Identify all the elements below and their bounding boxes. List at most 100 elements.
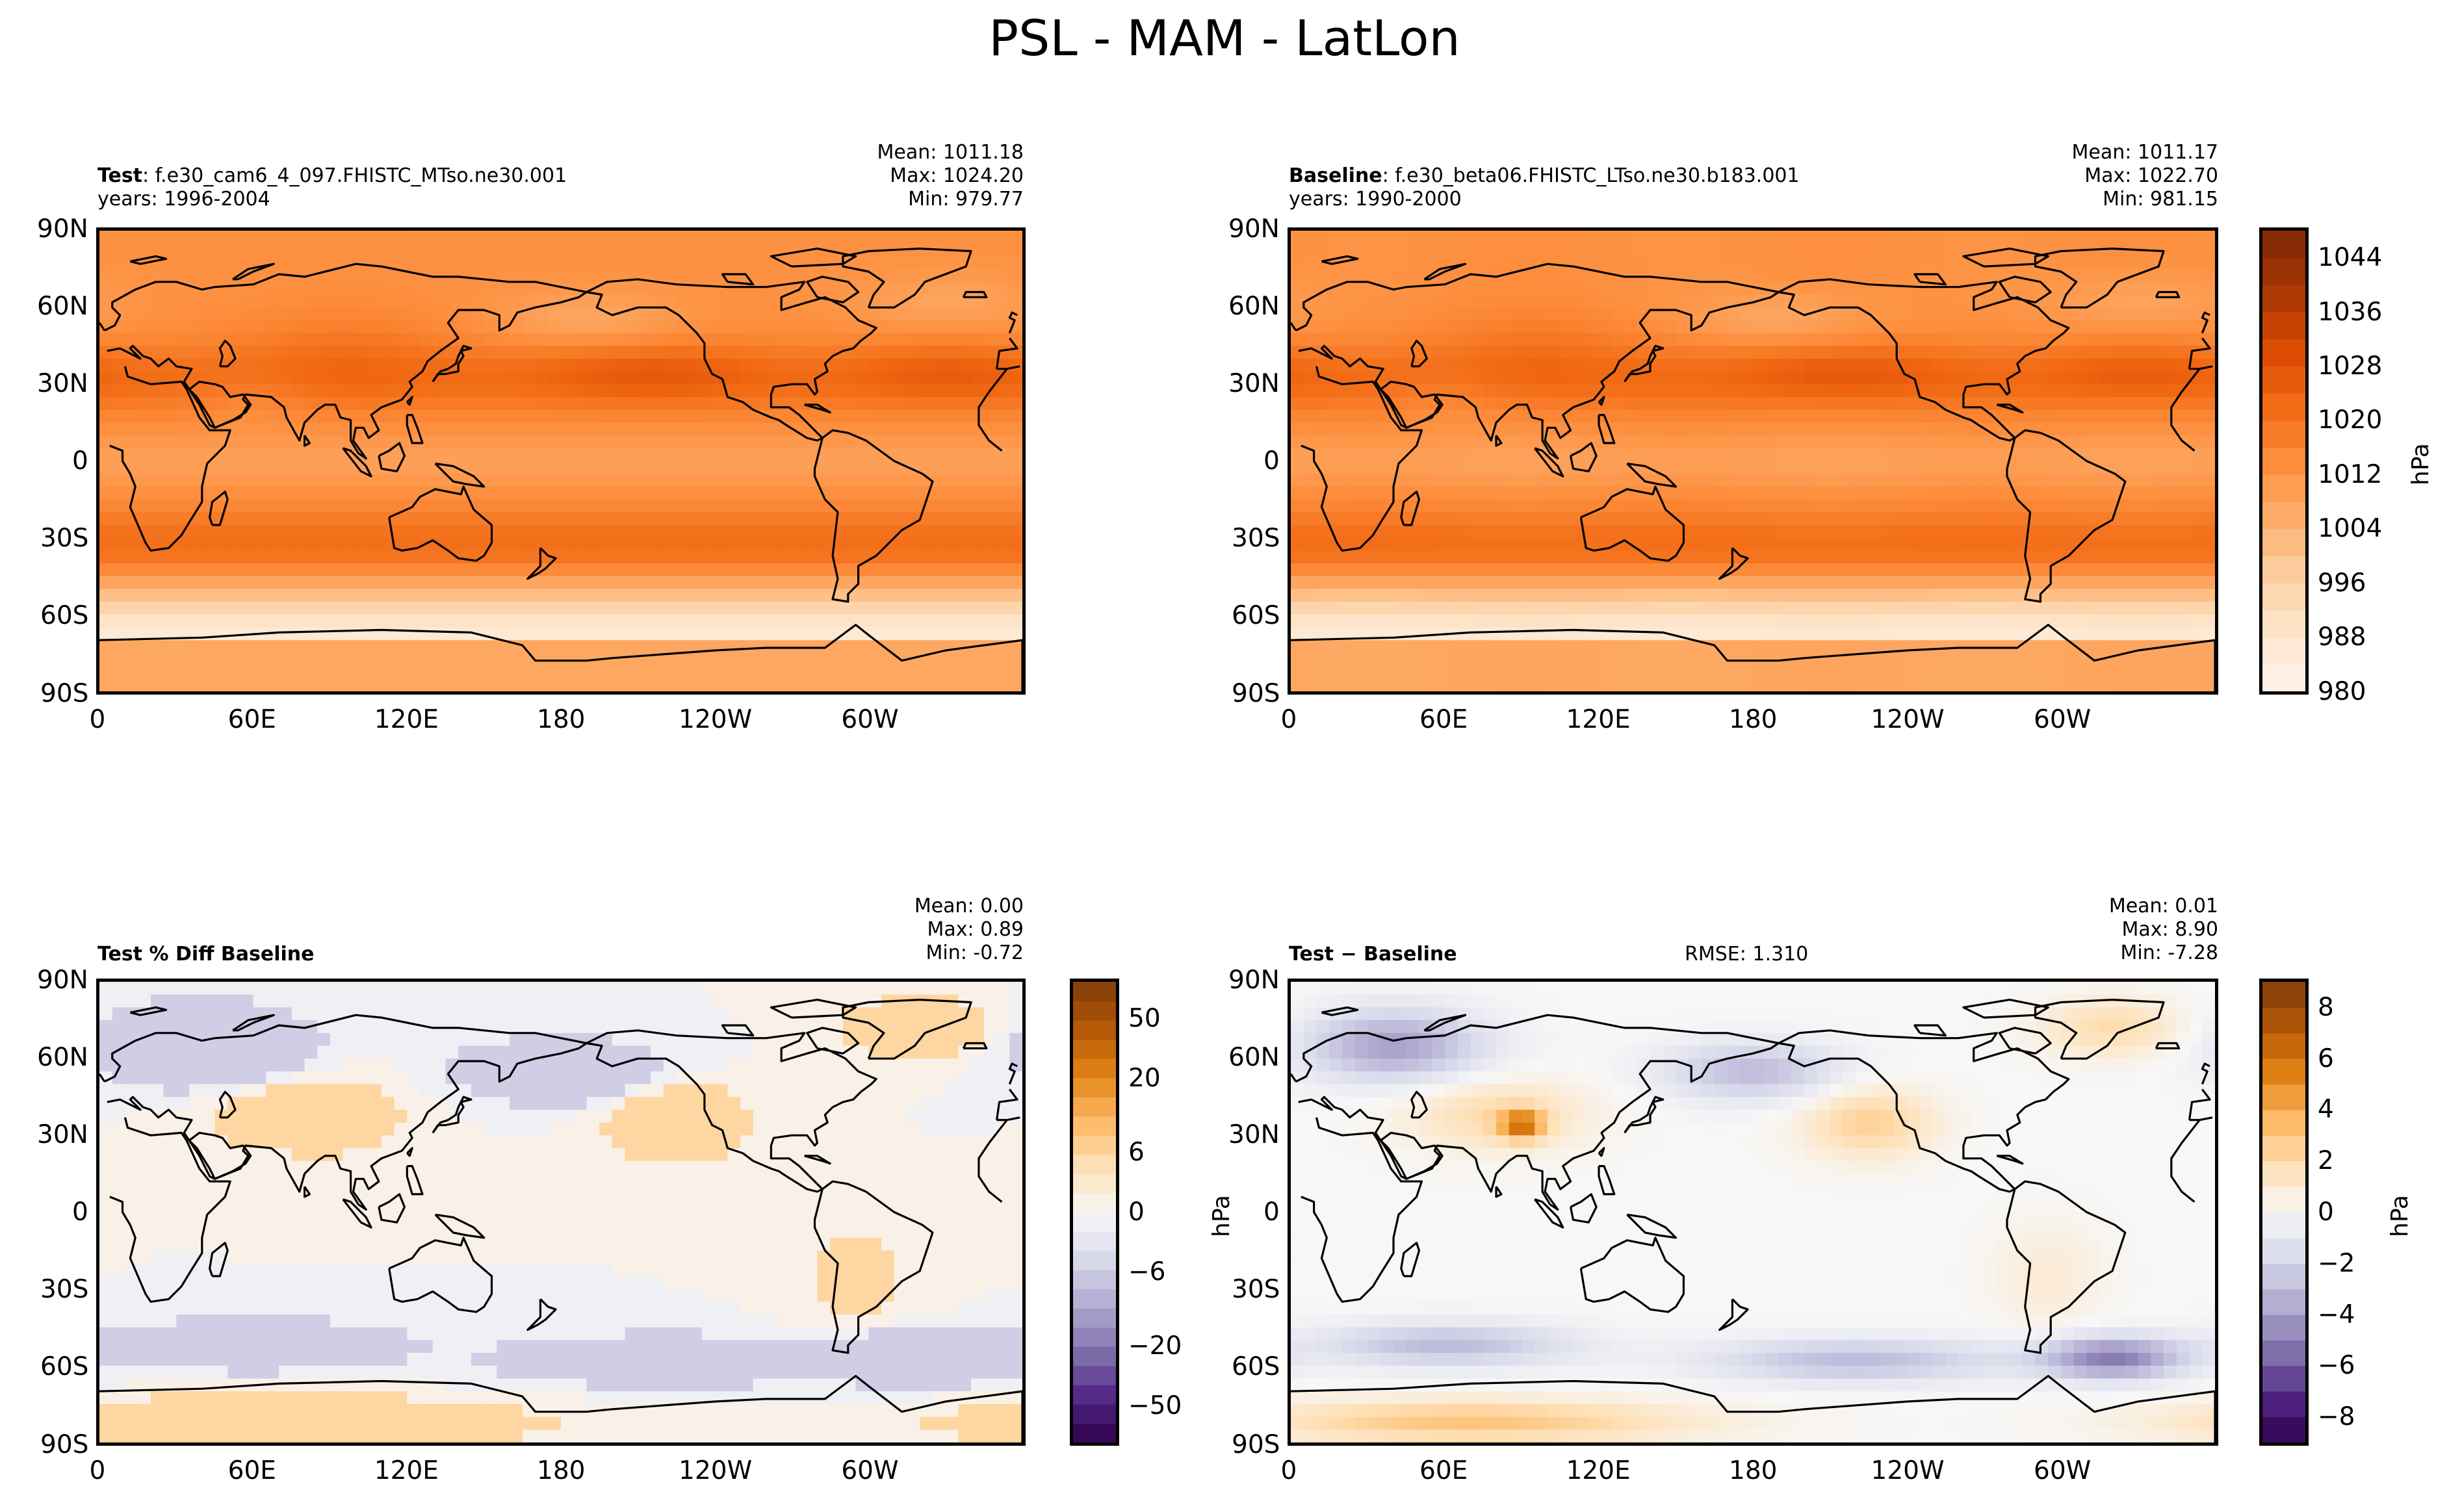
field-cell xyxy=(1470,640,1484,654)
field-cell xyxy=(1791,589,1805,602)
field-cell xyxy=(855,358,870,372)
field-cell xyxy=(1445,524,1458,539)
field-cell xyxy=(1406,627,1420,641)
field-cell xyxy=(2010,602,2023,615)
field-cell xyxy=(958,652,972,667)
field-cell xyxy=(1971,461,1985,474)
field-cell xyxy=(1817,614,1831,628)
field-cell xyxy=(266,243,279,257)
field-cell xyxy=(356,397,369,411)
field-cell xyxy=(138,589,151,602)
field-cell xyxy=(227,384,241,398)
field-cell xyxy=(753,333,767,347)
field-cell xyxy=(1894,294,1908,308)
field-cell xyxy=(971,281,985,296)
field-cell xyxy=(766,537,780,552)
field-cell xyxy=(432,602,447,615)
field-cell xyxy=(253,307,267,321)
field-cell xyxy=(1791,499,1805,513)
field-cell xyxy=(676,294,690,308)
field-cell xyxy=(1907,589,1921,602)
field-cell xyxy=(279,486,292,500)
field-cell xyxy=(1457,486,1471,500)
field-cell xyxy=(240,243,254,257)
field-cell xyxy=(1971,371,1985,385)
field-cell xyxy=(1817,333,1831,347)
field-cell xyxy=(676,256,690,270)
field-cell xyxy=(638,614,651,628)
field-cell xyxy=(125,589,138,602)
field-cell xyxy=(1599,448,1613,462)
field-cell xyxy=(2202,524,2215,539)
field-cell xyxy=(1573,614,1587,628)
field-cell xyxy=(996,371,1011,385)
field-cell xyxy=(1522,346,1536,359)
field-cell xyxy=(2151,499,2164,513)
field-cell xyxy=(535,665,549,680)
field-cell xyxy=(1830,435,1844,449)
field-cell xyxy=(766,333,780,347)
field-cell xyxy=(1560,358,1574,372)
field-cell xyxy=(356,678,369,691)
field-cell xyxy=(1406,589,1420,602)
field-cell xyxy=(1958,231,1972,244)
field-cell xyxy=(932,397,946,411)
field-cell xyxy=(1303,243,1317,257)
field-cell xyxy=(842,474,857,487)
field-cell xyxy=(1496,243,1510,257)
field-cell xyxy=(676,346,690,359)
field-cell xyxy=(689,563,703,577)
field-cell xyxy=(1907,243,1921,257)
field-cell xyxy=(1599,614,1613,628)
field-cell xyxy=(279,499,292,513)
field-cell xyxy=(2048,397,2062,411)
field-cell xyxy=(214,281,229,296)
field-cell xyxy=(1483,614,1497,628)
field-cell xyxy=(817,614,831,628)
field-cell xyxy=(2151,512,2164,526)
field-cell xyxy=(1907,397,1921,411)
field-cell xyxy=(227,678,241,691)
field-cell xyxy=(2035,524,2049,539)
field-cell xyxy=(1919,550,1934,564)
field-cell xyxy=(1958,448,1972,462)
field-cell xyxy=(1932,602,1947,615)
field-cell xyxy=(701,474,716,487)
field-cell xyxy=(1907,512,1921,526)
field-cell xyxy=(612,320,626,334)
field-cell xyxy=(1470,346,1484,359)
field-cell xyxy=(1483,524,1497,539)
field-cell xyxy=(227,627,241,641)
field-cell xyxy=(779,358,792,372)
field-cell xyxy=(214,384,229,398)
field-cell xyxy=(1932,614,1947,628)
field-cell xyxy=(817,576,831,590)
field-cell xyxy=(330,384,344,398)
field-cell xyxy=(317,409,331,424)
field-cell xyxy=(510,346,523,359)
field-cell xyxy=(2176,550,2190,564)
field-cell xyxy=(394,665,408,680)
field-cell xyxy=(343,614,357,628)
field-cell xyxy=(1919,614,1934,628)
baseline-mean: Mean: 1011.17 xyxy=(2071,141,2218,164)
field-cell xyxy=(920,640,933,654)
field-cell xyxy=(484,281,498,296)
field-cell xyxy=(599,512,613,526)
field-cell xyxy=(1548,409,1561,424)
field-cell xyxy=(779,371,792,385)
field-cell xyxy=(381,602,395,615)
field-cell xyxy=(2138,294,2152,308)
field-cell xyxy=(1932,320,1947,334)
field-cell xyxy=(240,563,254,577)
field-cell xyxy=(510,320,523,334)
field-cell xyxy=(1689,231,1702,244)
field-cell xyxy=(445,589,460,602)
field-cell xyxy=(932,627,946,641)
field-cell xyxy=(1624,614,1639,628)
field-cell xyxy=(1419,524,1433,539)
field-cell xyxy=(343,576,357,590)
field-cell xyxy=(1830,602,1844,615)
field-cell xyxy=(214,665,229,680)
field-cell xyxy=(625,333,639,347)
